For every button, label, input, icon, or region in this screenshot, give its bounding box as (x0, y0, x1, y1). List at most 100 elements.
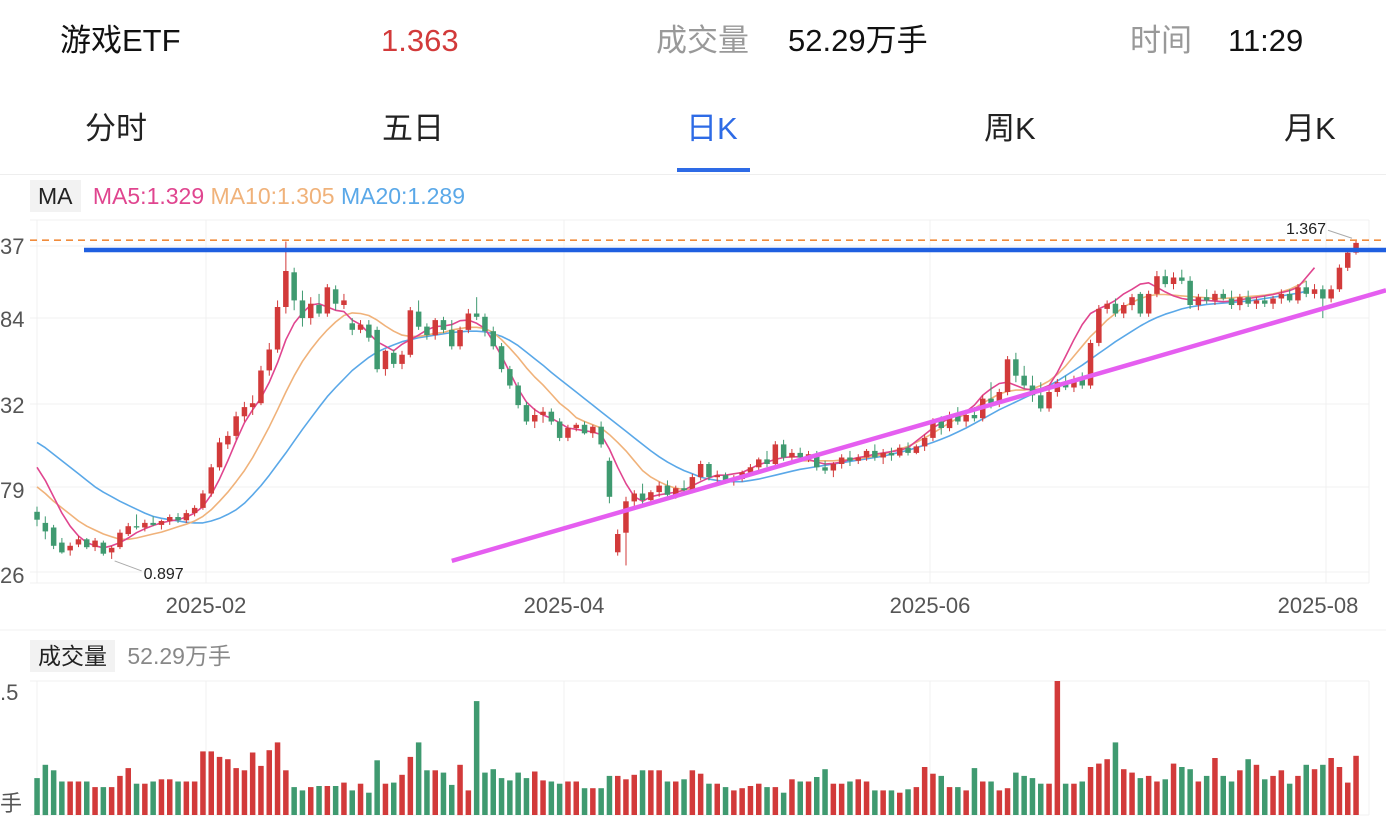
candle (1079, 379, 1085, 386)
candle (996, 392, 1003, 404)
candle (1253, 300, 1260, 304)
volume-bar (706, 783, 712, 815)
candle (789, 452, 795, 458)
candle (1237, 297, 1243, 306)
candle (971, 415, 978, 419)
candle (897, 447, 903, 456)
candle (814, 454, 820, 468)
volume-bar (473, 701, 480, 815)
volume-bar (996, 790, 1003, 815)
volume-legend-label[interactable]: 成交量 (30, 640, 115, 672)
volume-bar (142, 783, 148, 815)
volume-bar (200, 751, 206, 815)
volume-bar (407, 756, 414, 815)
candle (1187, 280, 1193, 305)
security-name: 游戏ETF (60, 23, 181, 58)
ma20-line (36, 290, 1307, 524)
volume-bar (1004, 788, 1011, 815)
candle (631, 493, 637, 502)
volume-label: 成交量 (656, 23, 749, 58)
candle (548, 411, 555, 422)
candle (465, 313, 472, 330)
candle (963, 415, 969, 422)
volume-bar (158, 779, 165, 815)
volume-bar (399, 774, 405, 815)
tab-intraday[interactable]: 分时 (85, 111, 147, 146)
candle (556, 421, 563, 438)
ma-legend-label[interactable]: MA (30, 180, 81, 212)
candle (366, 324, 372, 338)
candle (772, 444, 779, 464)
candle (888, 452, 895, 456)
volume-bar (1195, 781, 1202, 815)
tab-daily-k[interactable]: 日K (686, 111, 738, 146)
candle (457, 329, 463, 347)
candle (283, 271, 289, 307)
volume-tick-label: 手 (0, 791, 22, 816)
volume-bar (615, 775, 621, 815)
candle (266, 349, 272, 371)
candle (75, 539, 82, 545)
candle (921, 437, 928, 447)
candle (838, 457, 845, 464)
volume-bar (183, 781, 190, 815)
volume-bar (241, 770, 248, 815)
volume-bar (930, 773, 936, 815)
candle (855, 457, 861, 461)
candle (598, 426, 604, 445)
volume-bar (673, 781, 679, 815)
volume-bar (382, 783, 389, 815)
candle (440, 320, 447, 330)
volume-bar (1112, 742, 1119, 815)
volume-bar (1245, 759, 1251, 815)
volume-bar (67, 781, 73, 815)
ma5-value: MA5:1.329 (92, 183, 205, 209)
candle (689, 477, 696, 491)
high-leader-line (1327, 229, 1353, 239)
volume-bar (249, 752, 256, 815)
tab-five-day[interactable]: 五日 (382, 111, 444, 146)
volume-bar (1253, 764, 1260, 816)
volume-bar (1203, 775, 1210, 815)
volume-bar (888, 790, 895, 815)
volume-bar (1154, 781, 1160, 815)
candle (241, 407, 248, 417)
volume-bar (938, 775, 944, 815)
candle (913, 446, 920, 453)
candle (1071, 379, 1077, 388)
candle (863, 450, 870, 458)
volume-bar (581, 788, 588, 815)
volume-bar (299, 790, 306, 815)
volume-bar (75, 781, 82, 815)
tab-weekly-k[interactable]: 周K (984, 111, 1036, 146)
candle (639, 493, 646, 500)
volume-bar (216, 756, 223, 815)
candle (274, 307, 281, 350)
volume-bar (1104, 759, 1110, 815)
volume-bar (108, 787, 115, 815)
y-tick-label: 79 (0, 478, 24, 503)
volume-bar (1286, 783, 1293, 815)
volume-bar (747, 786, 754, 815)
tab-monthly-k[interactable]: 月K (1284, 111, 1336, 146)
candle (573, 424, 579, 429)
candle (59, 542, 65, 553)
candle (249, 403, 256, 408)
volume-bar (689, 770, 696, 815)
candle (349, 323, 355, 330)
volume-bar (233, 768, 239, 815)
candle (1195, 297, 1202, 306)
volume-bar (606, 775, 613, 815)
volume-bar (274, 742, 281, 815)
volume-bar (1145, 775, 1152, 815)
volume-bar (988, 781, 994, 815)
volume-bar (631, 774, 637, 815)
candle (424, 326, 430, 336)
volume-bar (1096, 763, 1102, 815)
volume-bar (1038, 783, 1044, 815)
candle (67, 545, 73, 551)
candle (540, 411, 546, 415)
volume-bar (1320, 764, 1326, 816)
candle (515, 385, 521, 406)
